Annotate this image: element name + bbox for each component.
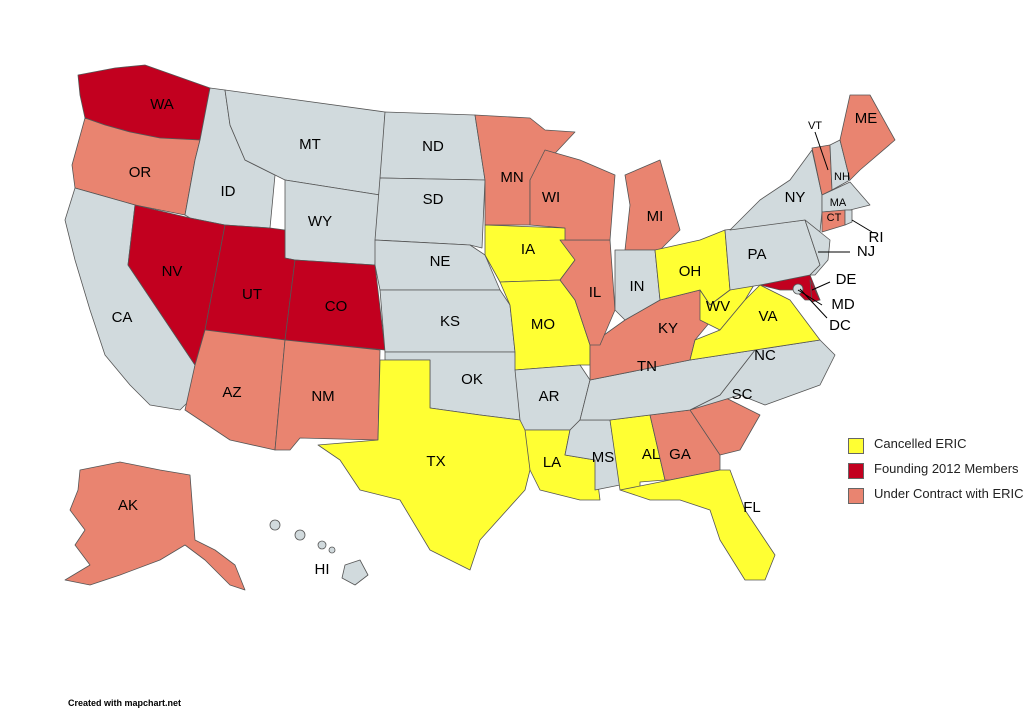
leader-line-de bbox=[811, 281, 831, 291]
state-label-ks: KS bbox=[440, 313, 460, 330]
legend: Cancelled ERIC Founding 2012 Members Und… bbox=[848, 436, 1024, 512]
state-label-nc: NC bbox=[754, 347, 776, 364]
state-ak[interactable] bbox=[64, 461, 246, 591]
state-label-id: ID bbox=[221, 183, 236, 200]
credit-text: Created with mapchart.net bbox=[68, 698, 182, 708]
state-label-nh: NH bbox=[834, 171, 850, 183]
state-label-va: VA bbox=[759, 308, 778, 325]
state-label-az: AZ bbox=[222, 384, 241, 401]
state-label-il: IL bbox=[589, 284, 602, 301]
state-label-mn: MN bbox=[500, 169, 523, 186]
state-label-ny: NY bbox=[785, 189, 806, 206]
state-wy[interactable] bbox=[284, 179, 381, 266]
state-hi-island[interactable] bbox=[328, 546, 336, 554]
state-label-wy: WY bbox=[308, 213, 332, 230]
legend-item-founding: Founding 2012 Members bbox=[848, 461, 1024, 479]
state-label-wv: WV bbox=[706, 298, 730, 315]
state-label-ak: AK bbox=[118, 497, 138, 514]
state-label-ut: UT bbox=[242, 286, 262, 303]
legend-item-contract: Under Contract with ERIC bbox=[848, 486, 1024, 504]
state-label-ca: CA bbox=[112, 309, 133, 326]
state-wi[interactable] bbox=[529, 149, 616, 241]
state-label-ct: CT bbox=[827, 212, 842, 224]
legend-item-cancelled: Cancelled ERIC bbox=[848, 436, 1024, 454]
state-ny[interactable] bbox=[729, 149, 823, 233]
state-label-de: DE bbox=[836, 271, 857, 288]
state-label-ms: MS bbox=[592, 449, 615, 466]
state-label-ok: OK bbox=[461, 371, 483, 388]
state-label-ri: RI bbox=[869, 229, 884, 246]
state-label-ky: KY bbox=[658, 320, 678, 337]
legend-swatch-cancelled bbox=[848, 438, 864, 454]
state-label-wi: WI bbox=[542, 189, 560, 206]
state-id[interactable] bbox=[184, 87, 276, 229]
state-fl[interactable] bbox=[619, 469, 776, 581]
state-label-al: AL bbox=[642, 446, 660, 463]
state-label-nv: NV bbox=[162, 263, 183, 280]
state-label-ar: AR bbox=[539, 388, 560, 405]
state-il[interactable] bbox=[559, 239, 616, 346]
state-label-wa: WA bbox=[150, 96, 174, 113]
state-sd[interactable] bbox=[374, 177, 486, 249]
state-hi[interactable] bbox=[341, 559, 369, 586]
state-label-la: LA bbox=[543, 454, 561, 471]
state-label-tx: TX bbox=[426, 453, 445, 470]
state-ma[interactable] bbox=[821, 181, 871, 213]
state-label-vt: VT bbox=[808, 120, 822, 132]
state-label-mo: MO bbox=[531, 316, 555, 333]
state-label-tn: TN bbox=[637, 358, 657, 375]
leader-line-md bbox=[797, 289, 823, 306]
state-label-in: IN bbox=[630, 278, 645, 295]
state-hi-island[interactable] bbox=[317, 540, 327, 550]
state-label-oh: OH bbox=[679, 263, 702, 280]
state-label-md: MD bbox=[831, 296, 854, 313]
state-label-ga: GA bbox=[669, 446, 691, 463]
state-label-ma: MA bbox=[830, 197, 847, 209]
state-label-nm: NM bbox=[311, 388, 334, 405]
state-in[interactable] bbox=[614, 249, 661, 321]
legend-label: Founding 2012 Members bbox=[874, 461, 1019, 476]
legend-label: Under Contract with ERIC bbox=[874, 486, 1024, 501]
state-label-ia: IA bbox=[521, 241, 535, 258]
state-hi-island[interactable] bbox=[294, 529, 306, 541]
state-label-co: CO bbox=[325, 298, 348, 315]
state-nj[interactable] bbox=[804, 219, 831, 276]
state-me[interactable] bbox=[839, 94, 896, 181]
state-va[interactable] bbox=[689, 284, 821, 361]
state-tx[interactable] bbox=[317, 359, 531, 571]
state-hi-island[interactable] bbox=[269, 519, 281, 531]
state-label-nd: ND bbox=[422, 138, 444, 155]
leader-line-ri bbox=[851, 219, 873, 233]
state-label-or: OR bbox=[129, 164, 152, 181]
state-label-mt: MT bbox=[299, 136, 321, 153]
state-label-sd: SD bbox=[423, 191, 444, 208]
leader-line-vt bbox=[814, 131, 829, 171]
legend-swatch-founding bbox=[848, 463, 864, 479]
state-label-dc: DC bbox=[829, 317, 851, 334]
leader-line-dc bbox=[799, 288, 828, 319]
state-mi[interactable] bbox=[624, 159, 681, 251]
state-label-sc: SC bbox=[732, 386, 753, 403]
state-label-ne: NE bbox=[430, 253, 451, 270]
state-ri[interactable] bbox=[844, 209, 853, 226]
legend-label: Cancelled ERIC bbox=[874, 436, 967, 451]
state-label-pa: PA bbox=[748, 246, 767, 263]
state-label-fl: FL bbox=[743, 499, 761, 516]
state-label-me: ME bbox=[855, 110, 878, 127]
state-label-nj: NJ bbox=[857, 243, 875, 260]
state-label-hi: HI bbox=[315, 561, 330, 578]
state-label-mi: MI bbox=[647, 208, 664, 225]
legend-swatch-contract bbox=[848, 488, 864, 504]
state-nm[interactable] bbox=[274, 339, 381, 451]
